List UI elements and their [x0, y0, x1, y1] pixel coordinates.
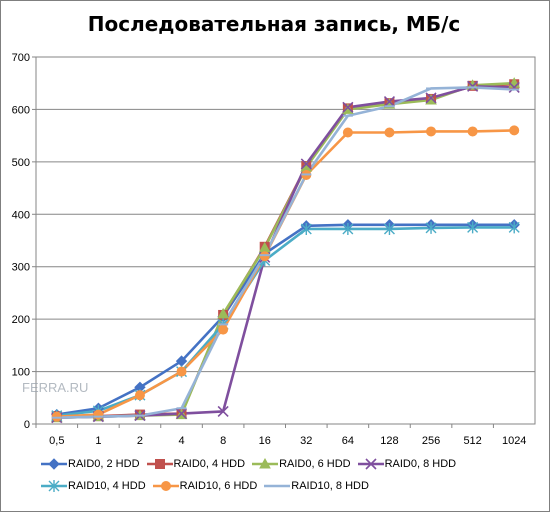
data-point-marker	[509, 125, 520, 136]
y-tick-label: 100	[12, 367, 30, 379]
data-point-marker	[425, 92, 437, 104]
data-point-marker	[218, 324, 229, 335]
legend-swatch	[41, 480, 67, 493]
series-line	[56, 86, 515, 420]
legend-item: RAID10, 8 HDD	[263, 480, 369, 492]
legend-swatch	[41, 458, 67, 470]
x-tick-label: 0,5	[49, 435, 64, 447]
watermark-logo: FERRA.RU	[22, 380, 89, 395]
data-point-marker	[175, 407, 188, 420]
series-line	[56, 129, 515, 418]
data-point-marker	[154, 459, 165, 470]
legend-item: RAID0, 4 HDD	[146, 458, 246, 471]
data-point-marker	[217, 307, 229, 319]
x-tick-label: 1	[95, 435, 101, 447]
y-tick-label: 600	[12, 104, 30, 116]
data-point-marker	[383, 95, 396, 108]
y-tick-label: 400	[12, 209, 30, 221]
data-point-marker	[93, 409, 104, 420]
data-point-marker	[342, 127, 353, 138]
data-point-marker	[508, 221, 520, 234]
data-point-marker	[508, 81, 520, 93]
legend-item: RAID0, 6 HDD	[251, 458, 351, 470]
legend-swatch	[357, 458, 384, 470]
x-tick-label: 4	[178, 435, 184, 447]
x-tick-label: 2	[137, 435, 143, 447]
data-point-marker	[300, 222, 312, 235]
legend-row: RAID0, 2 HDD RAID0, 4 HDD RAID0, 6 HDD RAID…	[40, 458, 540, 480]
x-tick-label: 512	[463, 435, 481, 447]
legend-label: RAID10, 4 HDD	[68, 480, 146, 493]
series-line	[56, 81, 515, 420]
data-point-marker	[300, 158, 312, 170]
y-tick-label: 0	[24, 419, 30, 431]
y-tick-label: 500	[12, 157, 30, 169]
series-line	[56, 223, 515, 416]
data-point-marker	[217, 405, 229, 417]
data-point-marker	[51, 411, 62, 422]
legend-row: RAID10, 4 HDD RAID10, 6 HDD RAID10, 8 HDD	[40, 480, 540, 502]
data-point-marker	[383, 222, 395, 235]
x-tick-label: 256	[422, 435, 440, 447]
x-tick-label: 8	[220, 435, 226, 447]
legend-label: RAID10, 6 HDD	[179, 480, 258, 493]
x-tick-label: 32	[300, 435, 312, 447]
data-point-marker	[176, 366, 187, 377]
legend-label: RAID0, 8 HDD	[384, 458, 457, 471]
x-tick-label: 16	[259, 435, 271, 447]
data-point-marker	[467, 221, 479, 234]
y-tick-label: 700	[12, 52, 30, 64]
series-line	[56, 226, 515, 417]
x-tick-label: 128	[380, 435, 398, 447]
data-point-marker	[342, 101, 354, 113]
data-point-marker	[342, 222, 354, 235]
y-tick-label: 300	[12, 262, 30, 274]
y-tick-label: 200	[12, 314, 30, 326]
data-point-marker	[365, 458, 377, 470]
data-point-marker	[259, 251, 270, 262]
legend-item: RAID0, 8 HDD	[357, 458, 457, 471]
data-point-marker	[48, 458, 60, 470]
chart-legend: RAID0, 2 HDD RAID0, 4 HDD RAID0, 6 HDD RAID…	[40, 458, 540, 502]
legend-swatch	[252, 458, 279, 469]
data-point-marker	[160, 481, 171, 492]
legend-label: RAID0, 2 HDD	[68, 458, 140, 471]
series-line	[56, 85, 515, 420]
data-point-marker	[48, 480, 60, 493]
legend-swatch	[264, 484, 291, 488]
legend-label: RAID0, 4 HDD	[173, 458, 246, 471]
legend-label: RAID10, 8 HDD	[291, 480, 369, 493]
data-point-marker	[467, 126, 478, 137]
x-tick-label: 64	[342, 435, 354, 447]
data-point-marker	[426, 126, 437, 137]
legend-label: RAID0, 6 HDD	[279, 458, 351, 471]
legend-swatch	[146, 459, 173, 470]
legend-swatch	[152, 481, 179, 492]
chart-title: Последовательная запись, МБ/с	[87, 12, 461, 36]
data-point-marker	[134, 390, 145, 401]
data-point-marker	[425, 221, 437, 234]
legend-item: RAID10, 4 HDD	[40, 480, 146, 493]
data-point-marker	[384, 127, 395, 138]
legend-item: RAID0, 2 HDD	[40, 458, 140, 470]
x-tick-label: 1024	[502, 435, 526, 447]
data-point-marker	[467, 80, 479, 92]
data-point-marker	[259, 458, 271, 469]
legend-item: RAID10, 6 HDD	[152, 480, 258, 493]
series-line	[56, 82, 515, 418]
